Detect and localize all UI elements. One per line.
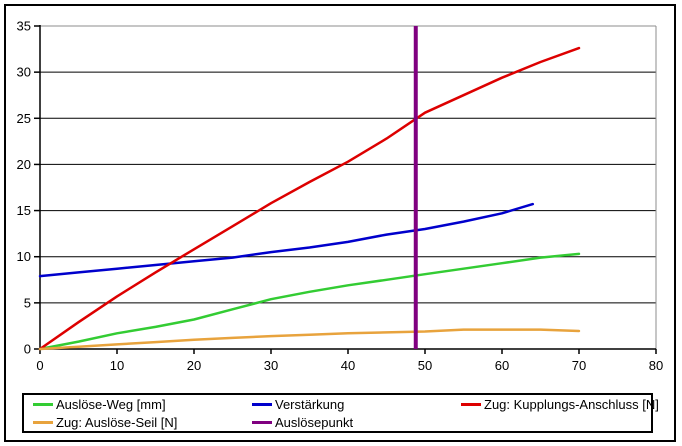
series-3 [38,328,581,351]
legend-item-ausloese-weg: Auslöse-Weg [mm] [33,398,252,411]
legend-line-sample-purple [252,420,272,424]
legend: Auslöse-Weg [mm] Verstärkung Zug: Kupplu… [22,393,659,433]
legend-label: Auslösepunkt [275,414,354,430]
y-axis-tick-label: 25 [17,111,31,126]
x-axis-tick-label: 60 [495,358,509,373]
legend-line-sample-blue [252,402,272,406]
x-axis-tick-label: 70 [572,358,586,373]
series-2 [38,46,581,351]
y-axis-tick-label: 15 [17,203,31,218]
y-axis-tick-label: 35 [17,19,31,34]
series-1 [38,202,535,278]
x-axis-tick-label: 20 [187,358,201,373]
x-axis-tick-label: 50 [418,358,432,373]
legend-item-ausloesepunkt: Auslösepunkt [252,416,461,429]
legend-line-sample-orange [33,420,53,424]
x-axis-tick-label: 40 [341,358,355,373]
legend-label: Verstärkung [275,396,345,412]
legend-item-zug-kupplungs-anschluss: Zug: Kupplungs-Anschluss [N] [461,398,659,411]
y-axis-tick-label: 5 [24,295,31,310]
legend-line-sample-red [461,402,481,406]
legend-label: Zug: Kupplungs-Anschluss [N] [484,396,659,412]
tick-labels: 0 5 10 15 20 25 30 35 0 10 20 30 40 50 60 70 80 [17,19,664,374]
legend-item-zug-ausloese-seil: Zug: Auslöse-Seil [N] [33,416,252,429]
x-axis-tick-label: 0 [36,358,43,373]
legend-item-verstaerkung: Verstärkung [252,398,461,411]
legend-label: Zug: Auslöse-Seil [N] [56,414,178,430]
legend-line-sample-green [33,402,53,406]
x-axis-tick-label: 30 [264,358,278,373]
series-0 [38,252,581,351]
y-axis-tick-label: 0 [24,342,31,357]
legend-label: Auslöse-Weg [mm] [56,396,166,412]
gridlines [40,25,657,349]
y-axis-tick-label: 30 [17,65,31,80]
axes [39,25,656,350]
y-axis-tick-label: 10 [17,249,31,264]
x-axis-tick-label: 80 [649,358,663,373]
y-axis-tick-label: 20 [17,157,31,172]
x-axis-tick-label: 10 [110,358,124,373]
